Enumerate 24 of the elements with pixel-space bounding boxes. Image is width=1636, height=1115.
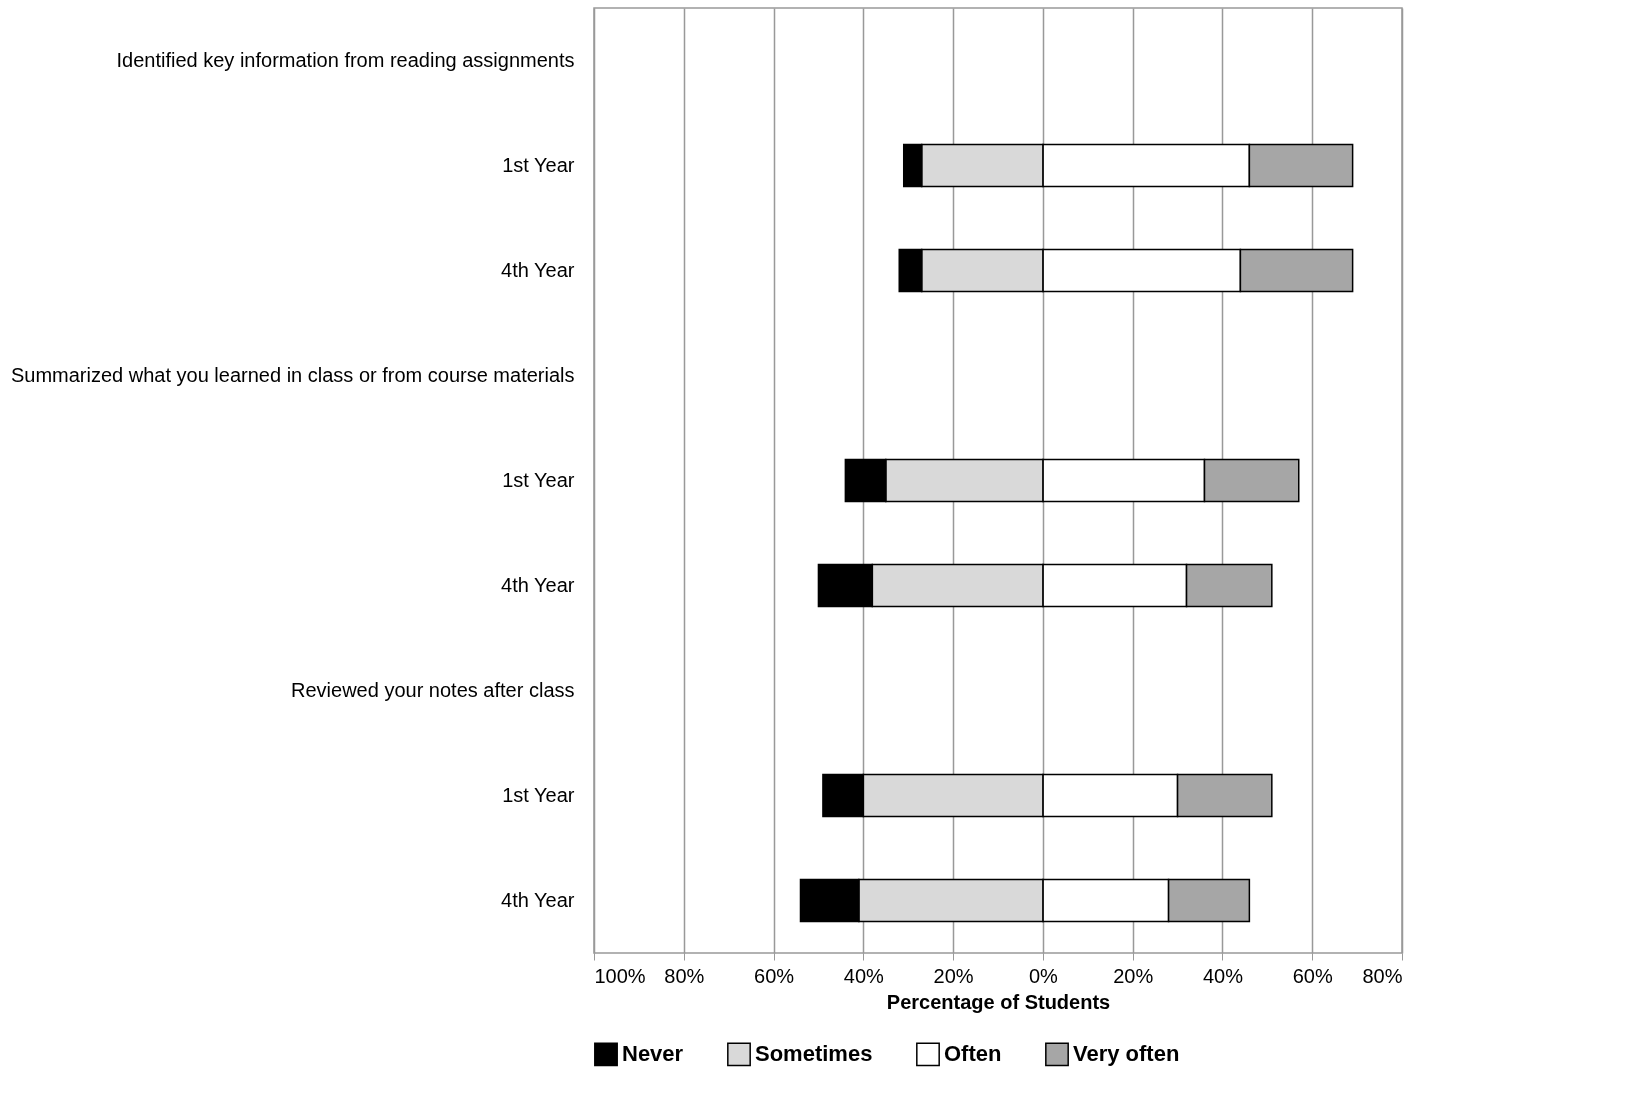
x-tick-label: 20%	[1113, 964, 1154, 987]
y-tick-label: 4th Year	[501, 888, 575, 911]
legend-label: Very often	[1073, 1041, 1180, 1067]
x-tick-label: 60%	[1292, 964, 1333, 987]
x-tick-label: 80%	[664, 964, 705, 987]
x-tick-label: 20%	[933, 964, 974, 987]
y-tick-label: Reviewed your notes after class	[291, 678, 575, 701]
y-tick-label: Identified key information from reading assignments	[116, 48, 575, 71]
x-tick-label: 60%	[754, 964, 795, 987]
y-tick-label: 1st Year	[502, 783, 575, 806]
x-tick-label: 40%	[1202, 964, 1244, 987]
legend-label: Often	[944, 1041, 1002, 1067]
y-tick-label: 4th Year	[501, 573, 575, 596]
x-tick-label: 80%	[1362, 964, 1403, 987]
x-tick-label: 100%	[594, 964, 646, 987]
y-tick-label: 1st Year	[502, 468, 575, 491]
y-tick-label: 4th Year	[501, 258, 575, 281]
x-tick-label: 40%	[843, 964, 885, 987]
x-tick-label: 0%	[1028, 964, 1059, 987]
y-tick-label: Summarized what you learned in class or from course materials	[10, 363, 575, 386]
legend-label: Never	[622, 1041, 684, 1067]
x-axis-title: Percentage of Students	[886, 990, 1111, 1013]
legend-label: Sometimes	[755, 1041, 873, 1067]
y-tick-label: 1st Year	[502, 153, 575, 176]
